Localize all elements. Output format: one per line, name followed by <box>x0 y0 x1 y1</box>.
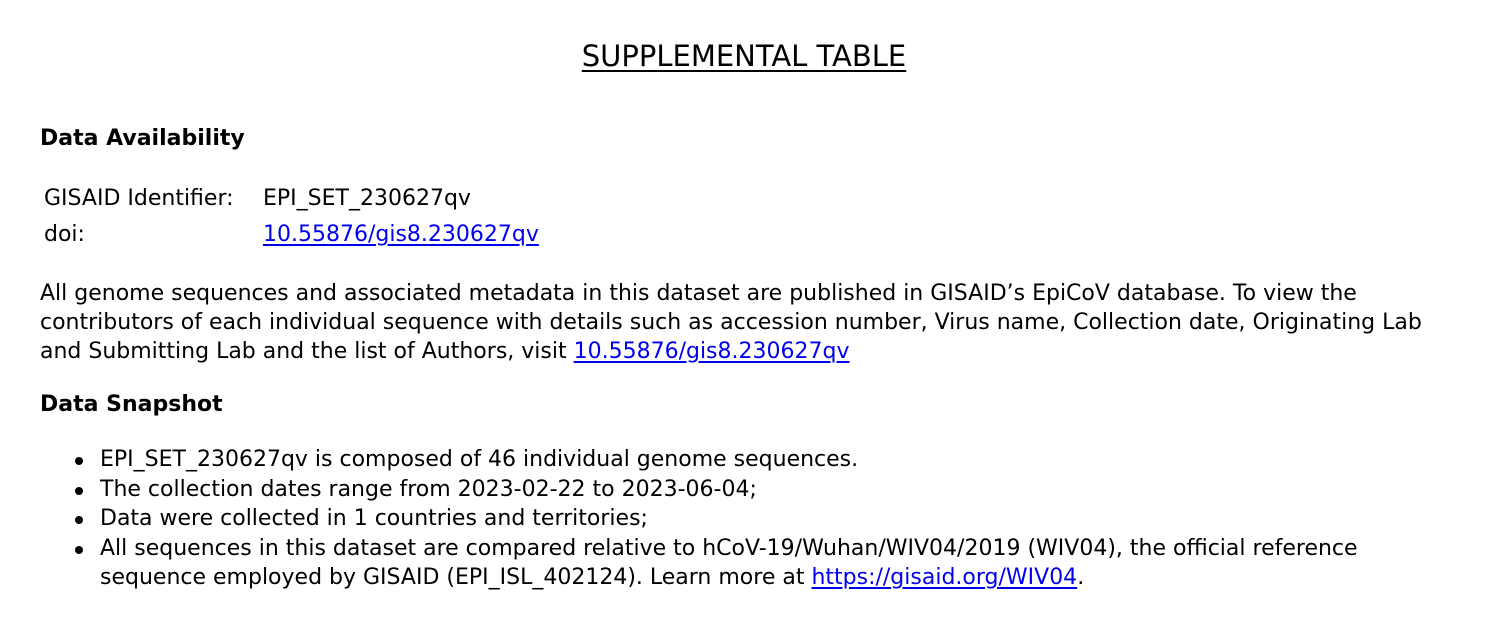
identifier-label: GISAID Identifier: <box>44 186 234 211</box>
page-title: SUPPLEMENTAL TABLE <box>581 39 907 73</box>
list-item-suffix: . <box>1077 565 1085 590</box>
availability-doi-link[interactable]: 10.55876/gis8.230627qv <box>573 339 850 364</box>
availability-paragraph-text: All genome sequences and associated meta… <box>40 281 1422 364</box>
bullet-icon <box>75 516 83 524</box>
doi-label: doi: <box>44 222 85 247</box>
bullet-icon <box>75 457 83 465</box>
bullet-icon <box>75 545 83 554</box>
wiv04-link[interactable]: https://gisaid.org/WIV04 <box>811 565 1078 590</box>
snapshot-list: EPI_SET_230627qv is composed of 46 indiv… <box>75 445 1460 593</box>
list-item-text: The collection dates range from 2023-02-… <box>100 476 757 502</box>
data-availability-heading: Data Availability <box>40 126 245 151</box>
list-item-text: All sequences in this dataset are compar… <box>100 535 1358 591</box>
list-item: All sequences in this dataset are compar… <box>75 534 1460 593</box>
list-item: Data were collected in 1 countries and t… <box>75 504 1460 534</box>
doi-row: doi: 10.55876/gis8.230627qv <box>44 217 539 253</box>
bullet-icon <box>75 486 83 495</box>
identifier-value: EPI_SET_230627qv <box>263 186 471 211</box>
identifier-table: GISAID Identifier: EPI_SET_230627qv doi:… <box>44 181 539 253</box>
list-item: The collection dates range from 2023-02-… <box>75 475 1460 505</box>
doi-link[interactable]: 10.55876/gis8.230627qv <box>263 222 539 247</box>
availability-paragraph: All genome sequences and associated meta… <box>40 279 1460 366</box>
identifier-row: GISAID Identifier: EPI_SET_230627qv <box>44 181 539 217</box>
list-item: EPI_SET_230627qv is composed of 46 indiv… <box>75 445 1460 475</box>
list-item-text: EPI_SET_230627qv is composed of 46 indiv… <box>100 447 859 472</box>
list-item-text: Data were collected in 1 countries and t… <box>100 506 648 531</box>
data-snapshot-heading: Data Snapshot <box>40 392 223 417</box>
